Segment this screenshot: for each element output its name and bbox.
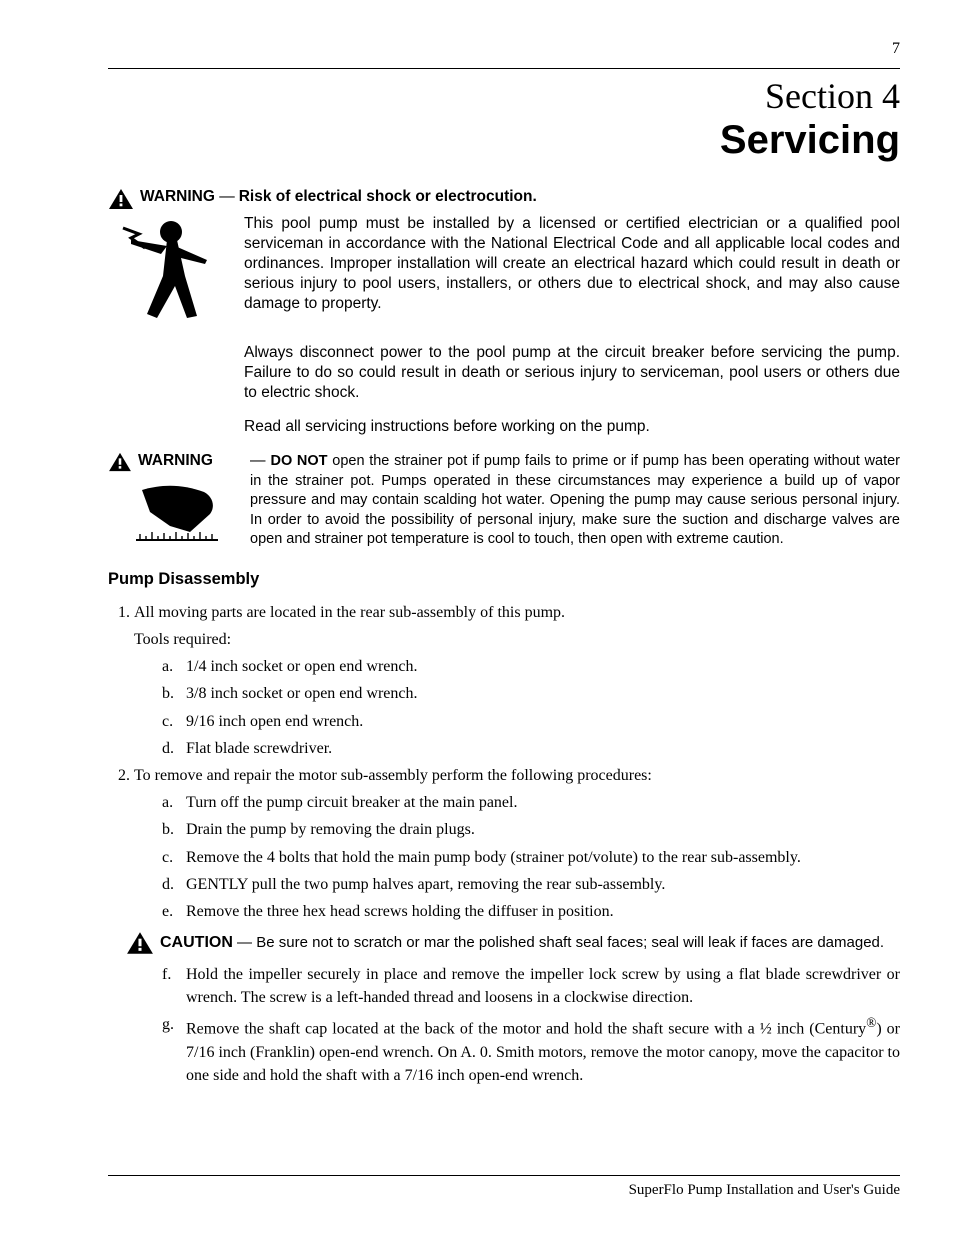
tool-b: b.3/8 inch socket or open end wrench. xyxy=(162,682,900,705)
disassembly-item-1: All moving parts are located in the rear… xyxy=(134,601,900,760)
warning2-body: — DO NOT open the strainer pot if pump f… xyxy=(250,451,900,550)
tool-d: d.Flat blade screwdriver. xyxy=(162,737,900,760)
pump-disassembly-heading: Pump Disassembly xyxy=(108,570,900,589)
warning1-p2: Always disconnect power to the pool pump… xyxy=(244,343,900,402)
tools-list: a.1/4 inch socket or open end wrench. b.… xyxy=(134,655,900,760)
warning1-header: WARNING — Risk of electrical shock or el… xyxy=(108,188,900,210)
caution-text: Be sure not to scratch or mar the polish… xyxy=(256,934,884,951)
electric-shock-person-icon xyxy=(117,214,217,322)
tool-a: a.1/4 inch socket or open end wrench. xyxy=(162,655,900,678)
warning-triangle-icon xyxy=(108,452,132,472)
page-number: 7 xyxy=(108,40,900,58)
proc-f: f.Hold the impeller securely in place an… xyxy=(162,963,900,1009)
footer: SuperFlo Pump Installation and User's Gu… xyxy=(108,1175,900,1199)
warning-triangle-icon xyxy=(108,188,134,210)
warning1-label: WARNING xyxy=(140,188,215,205)
warning2-label: WARNING xyxy=(138,452,213,470)
proc-c: c.Remove the 4 bolts that hold the main … xyxy=(162,846,900,869)
proc-e: e.Remove the three hex head screws holdi… xyxy=(162,900,900,923)
disassembly-list: All moving parts are located in the rear… xyxy=(108,601,900,1088)
warning1-p1: This pool pump must be installed by a li… xyxy=(244,214,900,313)
warning-triangle-icon xyxy=(126,931,154,955)
disassembly-item-2: To remove and repair the motor sub-assem… xyxy=(134,764,900,1087)
procedure-list-2: f.Hold the impeller securely in place an… xyxy=(134,963,900,1087)
caution-row: CAUTION — Be sure not to scratch or mar … xyxy=(126,931,900,955)
section-title: Servicing xyxy=(108,118,900,162)
caution-label: CAUTION xyxy=(160,934,233,951)
section-line: Section 4 xyxy=(108,75,900,118)
top-rule xyxy=(108,68,900,69)
proc-a: a.Turn off the pump circuit breaker at t… xyxy=(162,791,900,814)
procedure-list-1: a.Turn off the pump circuit breaker at t… xyxy=(134,791,900,923)
warning1-heading: Risk of electrical shock or electrocutio… xyxy=(239,188,537,205)
proc-g: g.Remove the shaft cap located at the ba… xyxy=(162,1013,900,1087)
warning1-block: This pool pump must be installed by a li… xyxy=(108,214,900,327)
hot-surface-hand-icon xyxy=(132,478,222,548)
tools-required: Tools required: xyxy=(134,628,900,651)
warning2-block: WARNING — DO NOT open the strainer pot i xyxy=(108,451,900,550)
tool-c: c.9/16 inch open end wrench. xyxy=(162,710,900,733)
warning1-dash: — xyxy=(215,188,235,205)
proc-b: b.Drain the pump by removing the drain p… xyxy=(162,818,900,841)
proc-d: d.GENTLY pull the two pump halves apart,… xyxy=(162,873,900,896)
warning1-p3: Read all servicing instructions before w… xyxy=(244,417,900,437)
section-header: Section 4 Servicing xyxy=(108,75,900,162)
